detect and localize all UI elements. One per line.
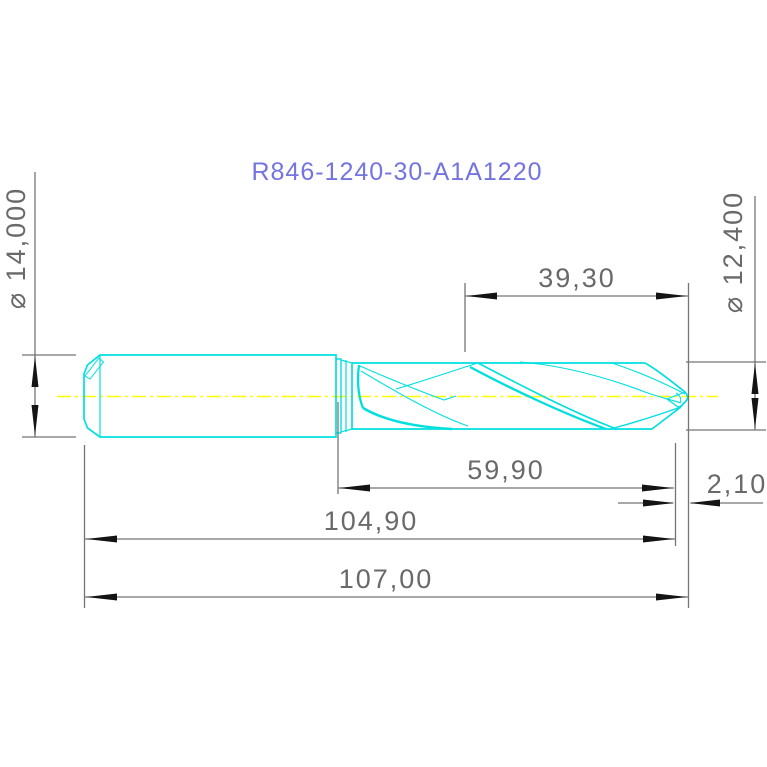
dimension-label-body-length: 104,90 (324, 506, 419, 536)
drawing-title: R846-1240-30-A1A1220 (251, 158, 542, 186)
dimension-cutting-diameter: ⌀ 12,400 (686, 191, 766, 431)
dimension-overall-length: 107,00 (85, 564, 688, 601)
dimension-label-shank-diameter: ⌀ 14,000 (1, 187, 31, 309)
dimension-label-flute-upper-length: 39,30 (538, 263, 616, 293)
dimension-label-overall-length: 107,00 (339, 564, 434, 594)
drill-flutes (351, 361, 686, 431)
dimension-flute-upper-length: 39,30 (464, 263, 690, 608)
dimension-point-length: 2,10 (618, 469, 767, 507)
dimension-flute-length: 59,90 (337, 402, 677, 546)
dimension-shank-diameter: ⌀ 14,000 (1, 172, 76, 438)
dimension-label-point-length: 2,10 (707, 469, 767, 499)
dimension-label-cutting-diameter: ⌀ 12,400 (718, 191, 748, 313)
drill-tip (644, 362, 689, 430)
drill-shank (83, 354, 337, 438)
drill-neck (336, 358, 353, 434)
dimension-label-flute-length: 59,90 (467, 455, 545, 485)
dimension-body-length: 104,90 (83, 445, 675, 608)
